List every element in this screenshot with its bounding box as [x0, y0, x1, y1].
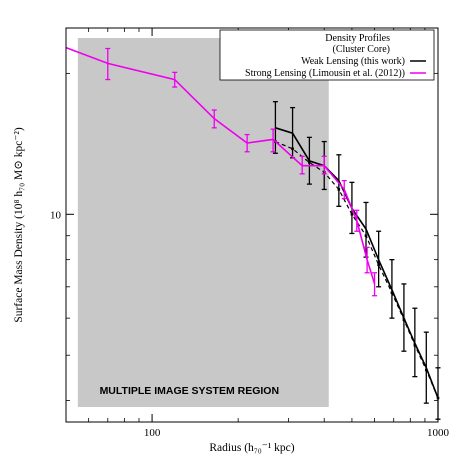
- legend-label-strong-lensing: Strong Lensing (Limousin et al. (2012)): [245, 68, 405, 79]
- series-line: [65, 46, 376, 285]
- ticks-layer: 100 1000 10: [50, 28, 450, 439]
- series-2: [65, 46, 378, 297]
- legend: Density Profiles (Cluster Core) Weak Len…: [219, 29, 435, 81]
- legend-label-weak-lensing: Weak Lensing (this work): [301, 56, 405, 67]
- shaded-region: [77, 38, 329, 407]
- y-tick-label: 10: [50, 209, 62, 221]
- x-axis-label: Radius (h₇₀⁻¹ kpc): [209, 442, 294, 454]
- y-axis-label: Surface Mass Density (10⁸ h₇₀ M⊙ kpc⁻²): [13, 127, 25, 323]
- legend-title-line-2: (Cluster Core): [333, 44, 391, 55]
- shaded-region-label: MULTIPLE IMAGE SYSTEM REGION: [100, 385, 279, 397]
- plot-frame: [65, 27, 439, 423]
- legend-title-line-1: Density Profiles: [325, 33, 390, 44]
- series-layer: [65, 46, 441, 420]
- x-tick-label: 100: [144, 427, 161, 439]
- x-tick-label: 1000: [427, 427, 450, 439]
- legend-box: [219, 29, 435, 81]
